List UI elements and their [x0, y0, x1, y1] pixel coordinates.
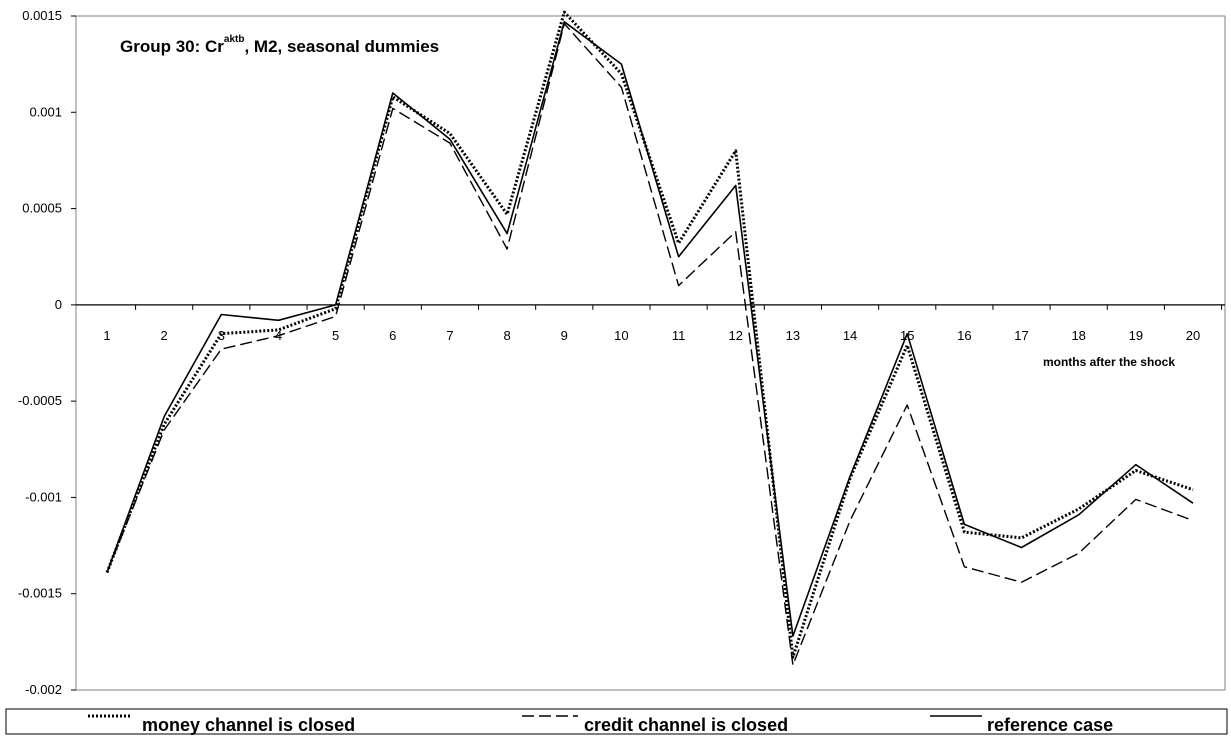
x-tick-label: 8 [503, 328, 510, 343]
x-axis-label: months after the shock [1043, 355, 1175, 369]
y-tick-label: 0.0005 [22, 201, 62, 216]
y-tick-label: 0.0015 [22, 8, 62, 23]
series-line-reference-case [106, 20, 1194, 637]
y-tick-label: -0.0005 [18, 393, 62, 408]
x-tick-label: 13 [786, 328, 800, 343]
x-tick-label: 11 [672, 328, 686, 343]
x-tick-label: 2 [161, 328, 168, 343]
title-suffix: , M2, seasonal dummies [244, 37, 439, 56]
y-tick-label: 0 [55, 297, 62, 312]
x-tick-label: 18 [1071, 328, 1085, 343]
x-tick-label: 20 [1186, 328, 1200, 343]
legend-box [5, 708, 1228, 735]
chart-title: Group 30: Craktb, M2, seasonal dummies [120, 34, 439, 56]
y-tick-label: -0.002 [25, 682, 62, 697]
legend-label: credit channel is closed [584, 715, 788, 735]
y-tick-label: -0.001 [25, 489, 62, 504]
series-line-credit-channel-is-closed [106, 23, 1194, 666]
series-layer [105, 10, 1194, 666]
legend-label: money channel is closed [142, 715, 355, 735]
x-tick-label: 19 [1129, 328, 1143, 343]
x-tick-label: 5 [332, 328, 339, 343]
y-tick-label: -0.0015 [18, 586, 62, 601]
x-tick-label: 7 [446, 328, 453, 343]
x-tick-label: 9 [561, 328, 568, 343]
x-tick-label: 10 [614, 328, 628, 343]
x-tick-label: 14 [843, 328, 857, 343]
legend-label: reference case [987, 715, 1113, 735]
plot-area-frame [75, 15, 1226, 691]
x-tick-label: 17 [1014, 328, 1028, 343]
title-prefix: Group 30: Cr [120, 37, 224, 56]
x-tick-label: 6 [389, 328, 396, 343]
x-tick-label: 16 [957, 328, 971, 343]
title-superscript: aktb [224, 34, 245, 45]
x-tick-label: 1 [103, 328, 110, 343]
y-tick-label: 0.001 [29, 104, 62, 119]
x-tick-label: 12 [729, 328, 743, 343]
legend: money channel is closed credit channel is… [88, 714, 1113, 735]
